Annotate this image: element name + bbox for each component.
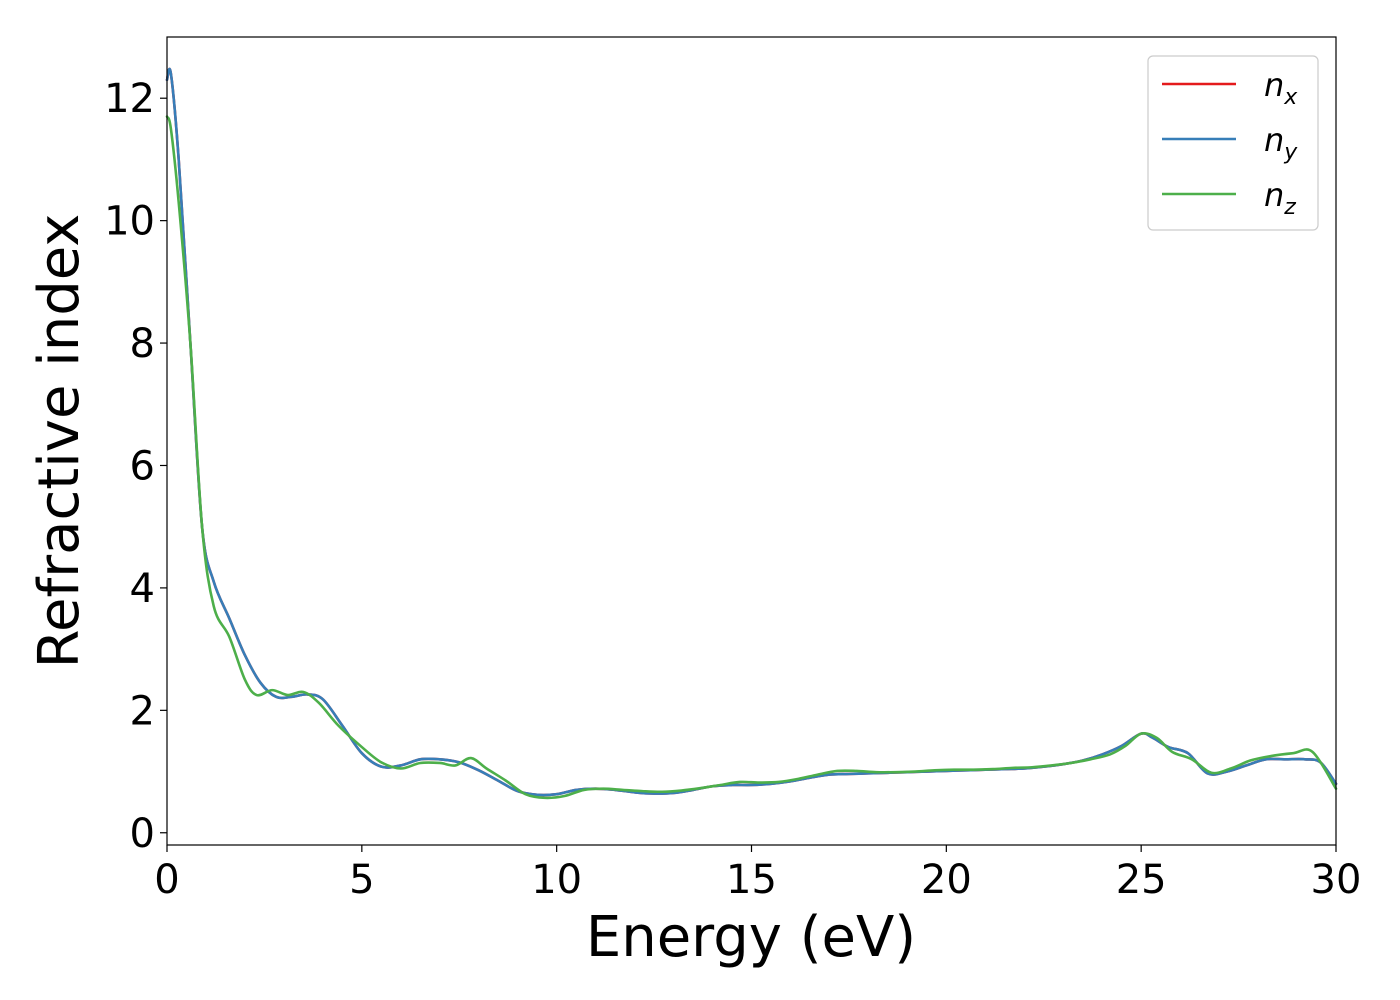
x-axis-title: Energy (eV) — [586, 905, 916, 970]
series-line-nz — [165, 115, 1338, 800]
legend-label-subscript: z — [1283, 195, 1296, 220]
series-layer — [165, 67, 1338, 800]
y-tick-label: 2 — [130, 688, 155, 734]
x-tick-label: 0 — [154, 857, 179, 903]
legend-box — [1147, 55, 1319, 231]
x-tick-label: 10 — [531, 857, 582, 903]
y-axis-ticks: 0 2 4 6 8 10 12 — [104, 76, 167, 857]
legend-label-nx: nx — [1264, 66, 1298, 110]
y-tick-label: 0 — [130, 811, 155, 857]
x-tick-label: 5 — [349, 857, 374, 903]
legend-label-base: n — [1264, 66, 1284, 104]
y-tick-label: 12 — [104, 76, 155, 122]
y-tick-label: 8 — [130, 321, 155, 367]
legend-label-subscript: y — [1283, 140, 1298, 165]
x-tick-label: 15 — [726, 857, 777, 903]
legend-label-ny: ny — [1264, 121, 1298, 165]
legend-label-nz: nz — [1264, 176, 1296, 220]
x-tick-label: 25 — [1116, 857, 1167, 903]
x-axis-ticks: 0 5 10 15 20 25 30 — [154, 845, 1361, 903]
y-tick-label: 10 — [104, 199, 155, 245]
y-axis-title: Refractive index — [27, 214, 92, 669]
x-tick-label: 30 — [1311, 857, 1362, 903]
legend-label-base: n — [1264, 176, 1284, 214]
y-tick-label: 4 — [130, 566, 155, 612]
x-tick-label: 20 — [921, 857, 972, 903]
legend-label-base: n — [1264, 121, 1284, 159]
y-tick-label: 6 — [130, 443, 155, 489]
legend-label-subscript: x — [1283, 85, 1298, 110]
